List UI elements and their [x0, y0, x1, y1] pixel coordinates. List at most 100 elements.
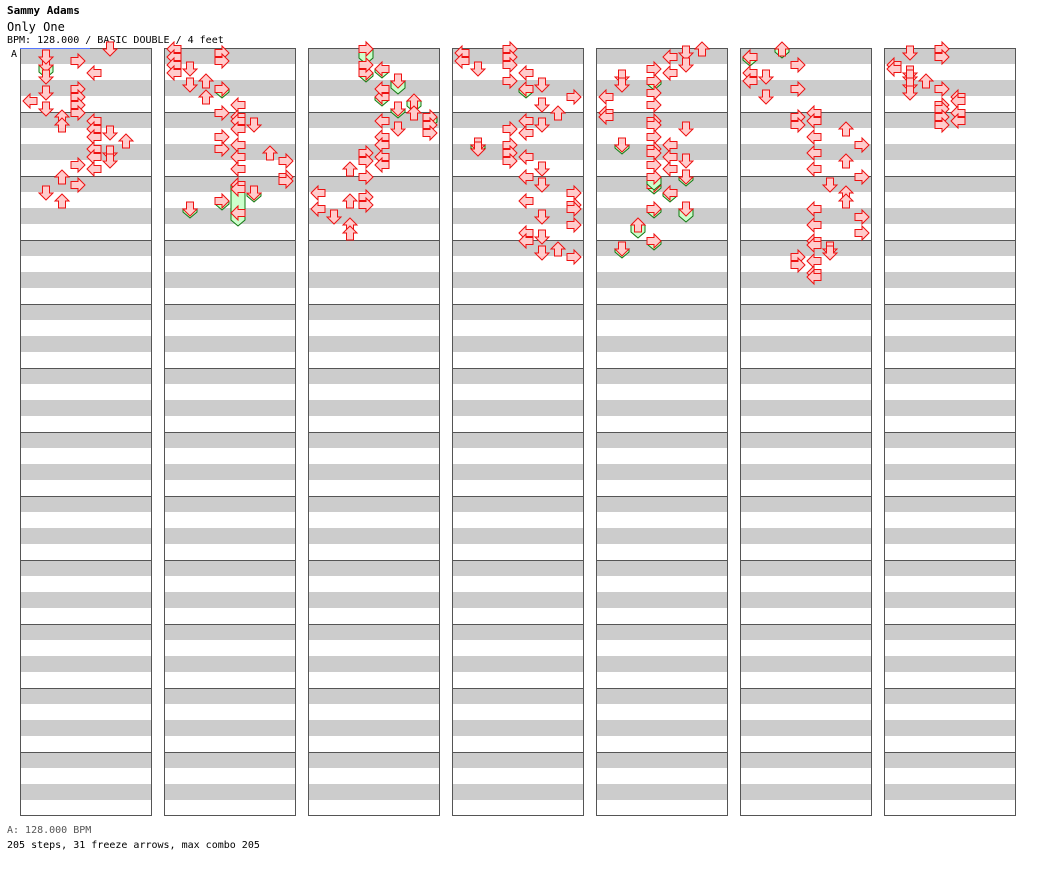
step-arrow	[533, 209, 551, 225]
beat-stripe	[596, 304, 728, 320]
beat-stripe	[308, 368, 440, 384]
beat-stripe	[884, 784, 1016, 800]
chart-column	[596, 41, 728, 816]
beat-stripe	[884, 432, 1016, 448]
step-arrow	[837, 193, 855, 209]
song-title: Only One	[7, 20, 65, 34]
step-arrow	[934, 80, 950, 98]
column-border	[740, 48, 872, 816]
step-arrow	[166, 64, 182, 82]
step-arrow	[806, 112, 822, 130]
column-border	[308, 48, 440, 816]
beat-stripe	[164, 528, 296, 544]
beat-stripe	[20, 560, 152, 576]
beat-stripe	[452, 496, 584, 512]
freeze-arrow-head	[613, 137, 631, 153]
beat-stripe	[596, 240, 728, 256]
beat-stripe	[308, 304, 440, 320]
step-arrow	[214, 52, 230, 70]
beat-stripe	[20, 272, 152, 288]
step-arrow	[374, 112, 390, 130]
beat-stripe	[20, 752, 152, 768]
beat-stripe	[452, 112, 584, 128]
beat-stripe	[452, 752, 584, 768]
step-arrow	[934, 48, 950, 66]
step-arrow	[598, 88, 614, 106]
step-arrow	[566, 248, 582, 266]
beat-stripe	[596, 80, 728, 96]
chart-column	[308, 40, 440, 816]
beat-stripe	[884, 144, 1016, 160]
step-arrow	[86, 64, 102, 82]
beat-stripe	[164, 688, 296, 704]
freeze-arrow-head	[389, 101, 407, 117]
freeze-arrow-head	[646, 232, 662, 250]
beat-stripe	[740, 688, 872, 704]
beat-stripe	[596, 656, 728, 672]
beat-stripe	[452, 560, 584, 576]
beat-stripe	[308, 240, 440, 256]
beat-stripe	[308, 400, 440, 416]
step-arrow	[469, 141, 487, 157]
beat-stripe	[452, 240, 584, 256]
beat-stripe	[164, 752, 296, 768]
freeze-arrow-head	[389, 73, 407, 89]
beat-stripe	[308, 720, 440, 736]
beat-stripe	[308, 656, 440, 672]
step-arrow	[37, 101, 55, 117]
beat-stripe	[164, 272, 296, 288]
beat-stripe	[452, 336, 584, 352]
beat-stripe	[20, 368, 152, 384]
bpm-marker-label: A	[11, 49, 18, 60]
beat-stripe	[164, 112, 296, 128]
bpm-info: BPM: 128.000 / BASIC DOUBLE / 4 feet	[7, 35, 224, 46]
freeze-arrow-head	[613, 241, 631, 257]
step-arrow	[245, 117, 263, 133]
step-arrow	[533, 77, 551, 93]
beat-stripe	[740, 336, 872, 352]
step-arrow	[806, 236, 822, 254]
step-arrow	[901, 85, 919, 101]
beat-stripe	[20, 784, 152, 800]
step-arrow	[677, 45, 695, 61]
beat-stripe	[164, 240, 296, 256]
beat-stripe	[884, 656, 1016, 672]
step-arrow	[70, 104, 86, 122]
freeze-arrow-head	[374, 60, 390, 78]
beat-stripe	[20, 720, 152, 736]
beat-stripe	[884, 624, 1016, 640]
step-arrow	[214, 140, 230, 158]
step-arrow	[37, 185, 55, 201]
beat-stripe	[164, 432, 296, 448]
beat-stripe	[308, 624, 440, 640]
beat-stripe	[164, 400, 296, 416]
bpm-legend: A: 128.000 BPM	[7, 825, 92, 836]
step-arrow	[278, 152, 294, 170]
beat-stripe	[20, 464, 152, 480]
beat-stripe	[308, 752, 440, 768]
step-arrow	[518, 232, 534, 250]
beat-stripe	[20, 80, 152, 96]
step-arrow	[806, 144, 822, 162]
freeze-arrow-head	[214, 192, 230, 210]
freeze-arrow-head	[518, 80, 534, 98]
beat-stripe	[164, 592, 296, 608]
beat-stripe	[884, 272, 1016, 288]
column-border	[452, 48, 584, 816]
beat-stripe	[884, 496, 1016, 512]
freeze-arrow-head	[245, 185, 263, 201]
step-arrow	[566, 200, 582, 218]
step-arrow	[646, 60, 662, 78]
step-arrow	[790, 256, 806, 274]
beat-stripe	[20, 656, 152, 672]
beat-stripe	[596, 208, 728, 224]
chart-column	[20, 41, 152, 816]
beat-stripe	[596, 176, 728, 192]
freeze-arrow-head	[662, 184, 678, 202]
step-arrow	[469, 61, 487, 77]
beat-stripe	[20, 592, 152, 608]
beat-stripe	[452, 432, 584, 448]
step-arrow	[53, 117, 71, 133]
beat-stripe	[740, 48, 872, 64]
step-arrow	[454, 52, 470, 70]
